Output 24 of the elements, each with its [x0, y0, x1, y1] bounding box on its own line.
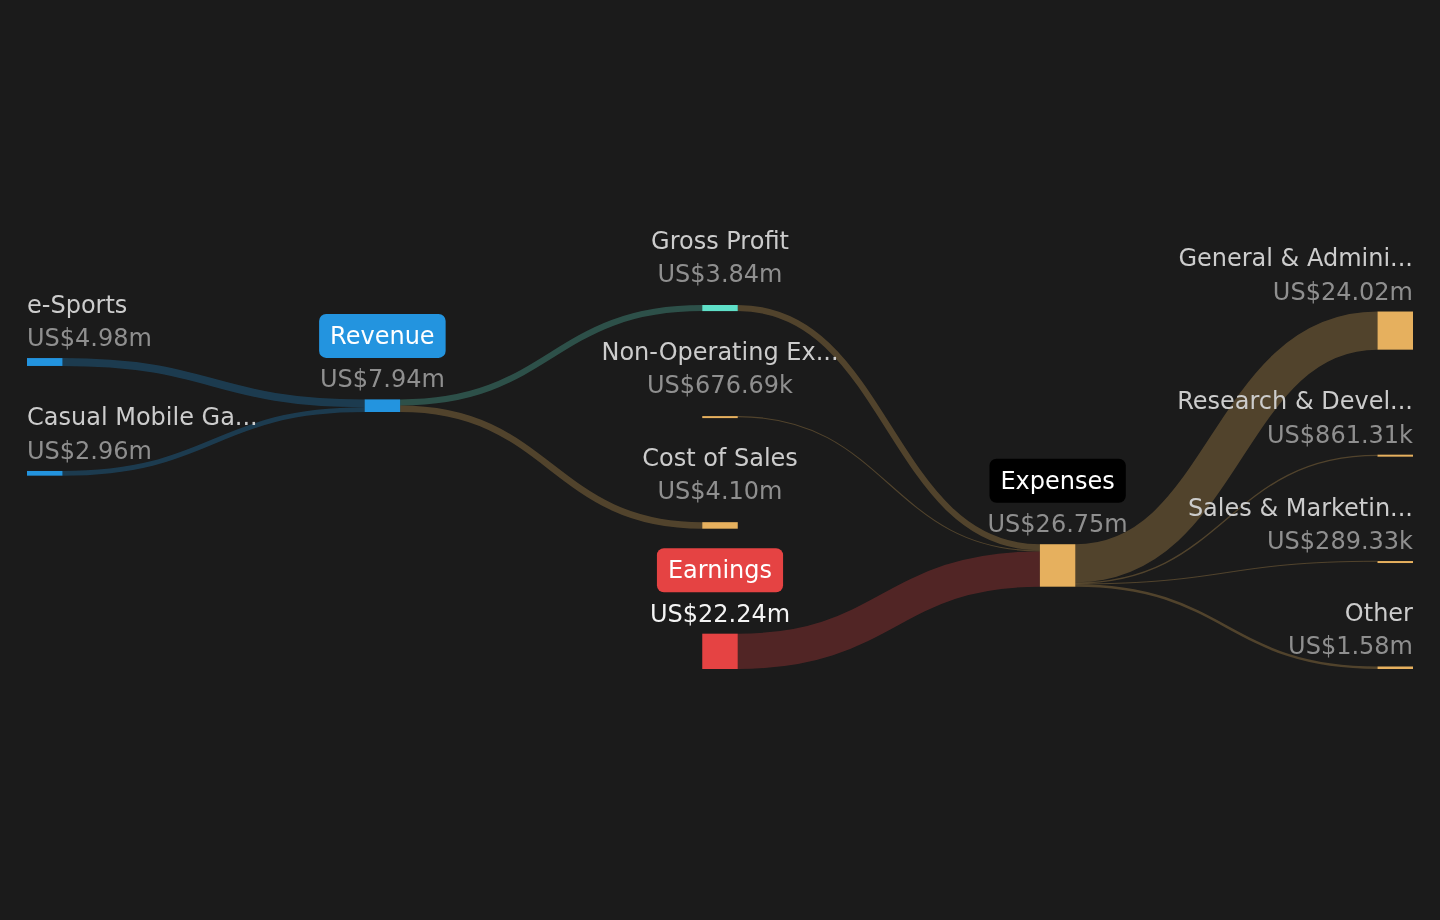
data-label: US$676.69k: [647, 371, 794, 400]
data-label: US$3.84m: [657, 260, 783, 288]
category-label: Cost of Sales: [642, 443, 798, 472]
data-label: US$26.75m: [987, 510, 1128, 539]
category-label: e-Sports: [27, 290, 128, 319]
category-label: Sales & Marketin...: [1187, 493, 1413, 522]
data-label: US$4.10m: [657, 477, 783, 506]
data-label: US$861.31k: [1267, 420, 1414, 449]
category-label: Non-Operating Ex...: [601, 337, 839, 366]
data-label: US$7.94m: [319, 365, 445, 394]
data-label: US$24.02m: [1272, 277, 1413, 306]
category-label: General & Admini...: [1178, 244, 1413, 273]
category-label: Research & Devel...: [1177, 387, 1413, 416]
category-label: Earnings: [667, 556, 773, 585]
category-label: Gross Profit: [651, 226, 789, 255]
category-label: Revenue: [330, 321, 435, 350]
data-label: US$2.96m: [27, 436, 152, 465]
category-label: Expenses: [1000, 466, 1115, 495]
data-label: US$4.98m: [27, 324, 152, 353]
data-label: US$1.58m: [1288, 632, 1413, 661]
data-label: US$289.33k: [1267, 527, 1414, 556]
data-label: US$22.24m: [649, 599, 791, 628]
category-label: Other: [1344, 598, 1414, 627]
category-label: Casual Mobile Ga...: [27, 403, 258, 432]
